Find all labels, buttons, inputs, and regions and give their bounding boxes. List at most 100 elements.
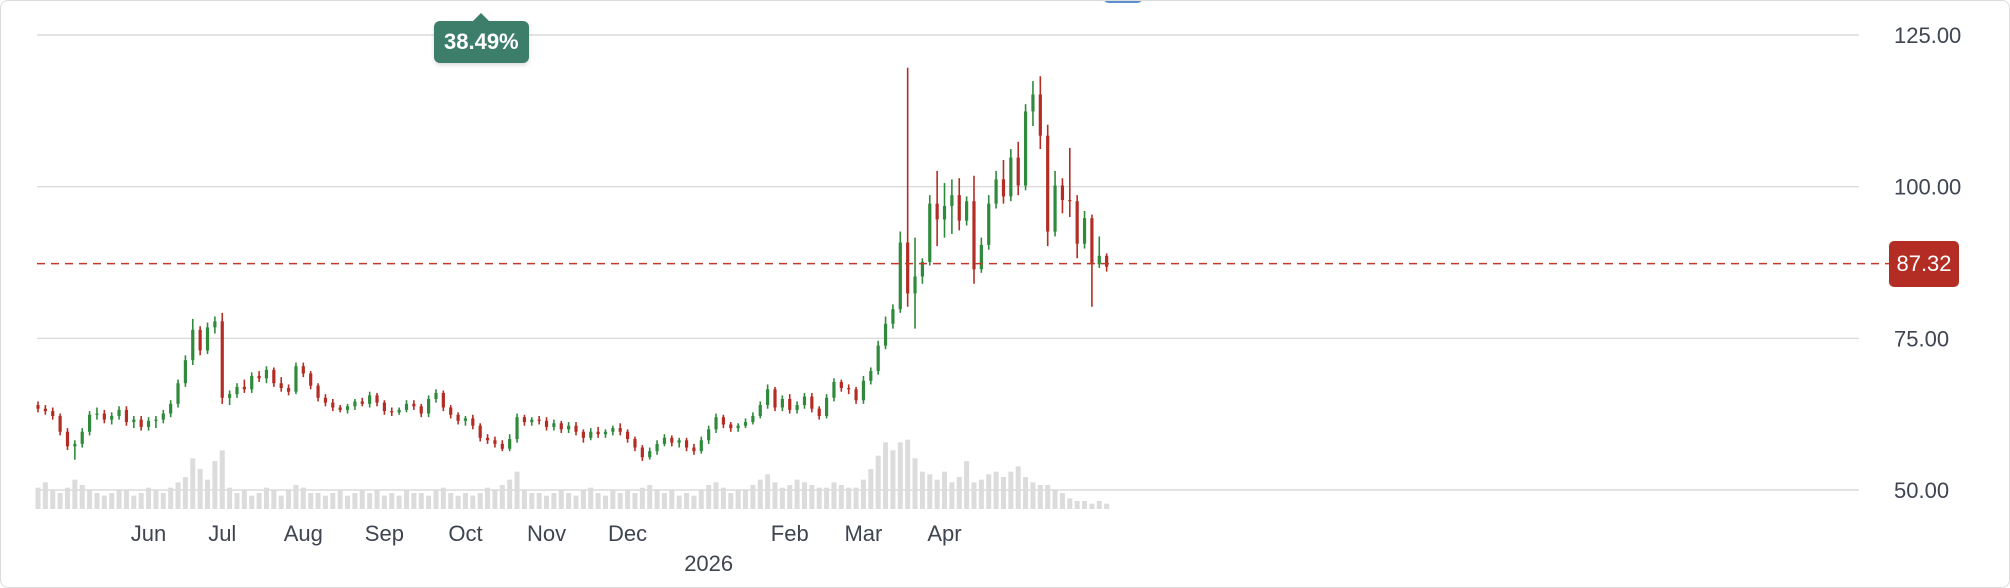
candle-body: [537, 419, 541, 421]
candle-body: [434, 392, 438, 399]
candle: [714, 413, 718, 433]
volume-bar: [322, 495, 328, 509]
candle: [404, 400, 409, 413]
candle-body: [662, 437, 667, 444]
candle: [309, 371, 313, 390]
candle: [854, 386, 858, 404]
volume-bar: [109, 493, 115, 509]
volume-bar: [263, 487, 269, 509]
candle-body: [1031, 94, 1035, 112]
volume-bar: [794, 479, 800, 509]
volume-bar: [300, 487, 306, 509]
volume-bar: [735, 490, 741, 509]
volume-bar: [241, 490, 247, 509]
candle: [169, 400, 173, 418]
volume-bar: [1059, 493, 1065, 509]
volume-bar: [625, 490, 631, 509]
volume-bar: [720, 487, 726, 509]
volume-bar: [1082, 501, 1088, 509]
candle-body: [994, 179, 998, 204]
volume-bar: [912, 458, 918, 509]
candle: [1009, 149, 1013, 202]
candle-body: [1075, 201, 1079, 244]
candle-body: [508, 439, 512, 449]
candle-body: [286, 388, 291, 392]
candle-body: [965, 201, 969, 221]
candle: [817, 406, 821, 420]
candle-body: [883, 323, 888, 346]
candle-body: [463, 418, 468, 421]
volume-bar: [566, 493, 572, 509]
candle-body: [73, 443, 77, 447]
candle: [242, 379, 246, 393]
candle-body: [581, 431, 585, 438]
candle: [766, 384, 770, 409]
volume-bar: [1045, 485, 1051, 509]
candle: [478, 423, 482, 442]
candle-body: [810, 396, 814, 409]
y-tick-label: 75.00: [1894, 326, 1949, 351]
volume-bar: [330, 493, 336, 509]
volume-bar: [256, 493, 262, 509]
candle: [213, 316, 217, 334]
candle: [1053, 170, 1057, 237]
x-tick-label: Feb: [771, 521, 809, 546]
candle-body: [404, 403, 409, 410]
volume-bar: [956, 477, 962, 509]
candle: [117, 406, 121, 420]
volume-bar: [661, 493, 667, 509]
candle-body: [485, 437, 490, 441]
volume-bar: [949, 482, 955, 509]
candle-body: [522, 417, 527, 423]
volume-bar: [698, 490, 704, 509]
candle-body: [213, 321, 217, 328]
volume-bar: [168, 487, 174, 509]
candle-body: [65, 431, 70, 447]
x-tick-label: Oct: [448, 521, 482, 546]
candle-body: [301, 366, 305, 374]
candle: [235, 383, 239, 398]
volume-bar: [551, 493, 557, 509]
candle: [611, 425, 615, 436]
candle: [132, 415, 136, 429]
volume-bar: [728, 493, 734, 509]
candle-body: [279, 383, 283, 389]
volume-bar: [713, 482, 719, 509]
candle: [935, 170, 939, 247]
candle-body: [87, 414, 92, 432]
candle: [743, 418, 748, 429]
candle-body: [898, 242, 902, 310]
candle-body: [382, 402, 386, 412]
candle-body: [552, 423, 556, 427]
candle-body: [51, 411, 55, 416]
volume-bar: [1096, 501, 1102, 509]
volume-bar: [875, 455, 881, 509]
candle: [965, 196, 969, 226]
period-change-badge: 38.49%: [434, 13, 529, 63]
candle: [979, 237, 983, 273]
y-tick-label: 125.00: [1894, 23, 1961, 48]
volume-bar: [367, 493, 373, 509]
candle: [338, 405, 342, 413]
candle-body: [124, 409, 129, 423]
candle-body: [309, 373, 313, 386]
volume-bar: [1067, 498, 1073, 509]
candle-body: [345, 406, 350, 410]
legend-marker: [1103, 1, 1143, 3]
volume-bar: [964, 461, 970, 509]
candle: [942, 183, 947, 238]
candle-body: [567, 425, 571, 430]
candle-body: [368, 395, 372, 404]
candle-body: [861, 380, 866, 401]
volume-bar: [433, 490, 439, 509]
volume-bar: [190, 458, 196, 509]
volume-bar: [462, 493, 468, 509]
candle-body: [257, 375, 261, 379]
candle-body: [596, 431, 600, 435]
candle-body: [670, 437, 674, 443]
candle: [43, 405, 47, 415]
volume-bar: [426, 495, 432, 509]
candle: [463, 415, 468, 426]
candle: [286, 384, 291, 396]
